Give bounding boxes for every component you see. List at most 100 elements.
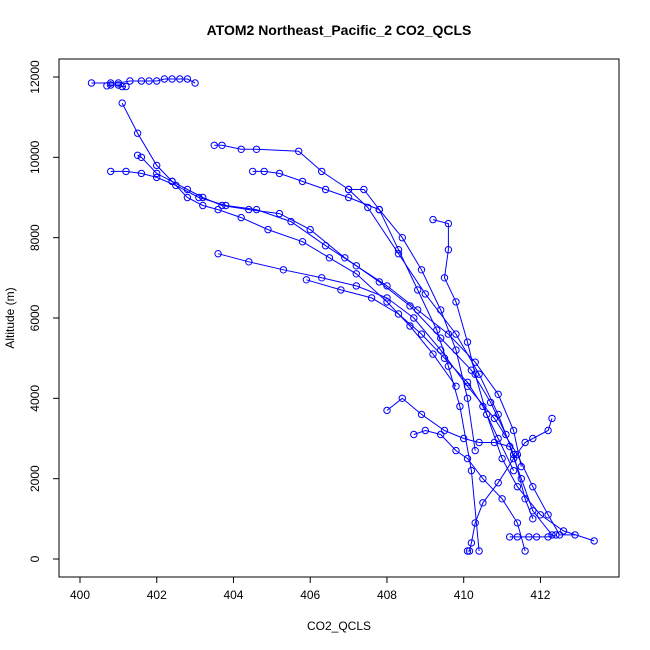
data-point	[237, 145, 245, 154]
data-point	[145, 77, 153, 85]
data-point	[153, 169, 161, 178]
data-point	[452, 298, 460, 306]
data-point	[544, 426, 552, 435]
data-point	[444, 219, 453, 228]
data-point	[160, 75, 169, 83]
data-point	[494, 410, 502, 419]
profile-line	[214, 144, 534, 519]
data-point	[529, 515, 537, 523]
profile-line	[348, 189, 480, 552]
data-point	[126, 77, 134, 85]
x-axis-label: CO2_QCLS	[307, 619, 371, 633]
data-point	[590, 537, 598, 545]
data-point	[210, 141, 219, 150]
data-point	[172, 181, 180, 190]
y-tick-label: 10000	[28, 140, 42, 174]
data-point	[168, 75, 176, 83]
data-point	[498, 454, 506, 463]
profile-line	[413, 429, 526, 552]
x-tick-label: 412	[530, 588, 550, 602]
y-tick-label: 6000	[28, 304, 42, 331]
data-point	[517, 475, 525, 483]
data-point	[521, 438, 529, 447]
data-point	[153, 161, 161, 170]
data-point	[183, 75, 192, 83]
data-point	[375, 278, 383, 286]
data-point	[529, 507, 537, 515]
data-point	[532, 533, 541, 541]
data-point	[440, 426, 449, 435]
data-point	[252, 145, 261, 154]
profile-line	[509, 534, 556, 538]
data-point	[176, 75, 184, 83]
profile-line	[432, 219, 595, 542]
data-point	[222, 201, 230, 210]
data-point	[383, 282, 391, 290]
data-point	[275, 209, 284, 218]
data-point	[475, 547, 483, 555]
profile-line	[137, 154, 507, 435]
data-point	[440, 274, 449, 282]
data-point	[417, 330, 426, 338]
data-point	[364, 203, 372, 212]
data-point	[199, 201, 207, 210]
y-tick-label: 0	[28, 555, 42, 562]
x-tick-label: 402	[147, 588, 167, 602]
data-point	[214, 250, 222, 258]
y-axis: 0 2000 4000 6000 8000 10000 12000	[28, 60, 59, 562]
data-point	[452, 446, 460, 455]
profile-line	[217, 253, 575, 536]
data-point	[214, 205, 222, 214]
x-tick-label: 406	[300, 588, 320, 602]
data-point	[122, 82, 130, 91]
data-point	[237, 213, 245, 222]
data-point	[460, 434, 468, 443]
data-point	[429, 350, 437, 358]
data-point	[548, 414, 556, 423]
data-point	[465, 547, 474, 555]
data-point	[506, 442, 514, 451]
data-point	[107, 167, 115, 176]
data-point	[479, 402, 487, 411]
data-point	[479, 475, 487, 483]
data-point	[467, 539, 476, 547]
data-point	[344, 193, 353, 202]
data-point	[410, 430, 418, 439]
data-point	[437, 306, 445, 314]
data-point	[490, 438, 499, 447]
data-point	[483, 410, 491, 419]
data-point	[295, 147, 303, 156]
data-point	[375, 205, 383, 214]
data-point	[337, 286, 345, 294]
plot-frame	[58, 58, 620, 578]
data-point	[506, 533, 514, 541]
data-point	[218, 141, 226, 150]
data-point	[521, 547, 529, 555]
data-point	[191, 79, 199, 87]
data-point	[107, 81, 115, 89]
data-point	[471, 519, 479, 527]
data-point	[394, 246, 403, 254]
data-point	[325, 254, 334, 262]
data-point	[456, 402, 464, 411]
data-point	[513, 533, 522, 541]
data-point	[306, 225, 314, 234]
data-point	[137, 77, 146, 85]
data-point	[498, 495, 506, 503]
data-point	[298, 238, 307, 246]
data-point	[133, 129, 142, 137]
data-point	[344, 185, 353, 194]
profile-line	[91, 78, 196, 84]
data-point	[494, 479, 502, 487]
data-point	[103, 82, 111, 90]
data-point	[513, 450, 522, 459]
data-point	[195, 193, 203, 202]
data-point	[467, 466, 476, 475]
y-axis-label: Altitude (m)	[3, 287, 17, 348]
data-point	[245, 258, 253, 266]
data-point	[122, 167, 130, 176]
data-point	[406, 322, 414, 330]
data-point	[183, 193, 192, 202]
data-point	[298, 177, 307, 186]
